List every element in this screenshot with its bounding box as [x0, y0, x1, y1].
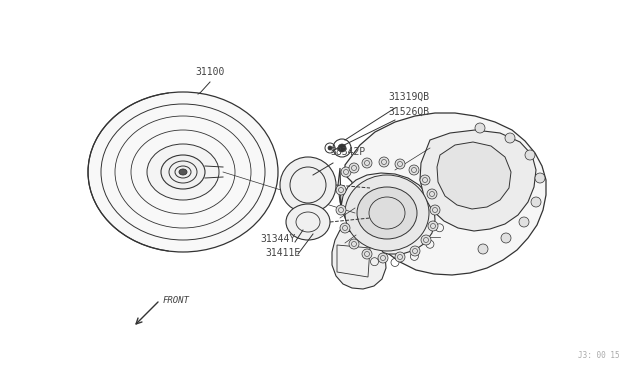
Text: J3: 00 15: J3: 00 15	[579, 351, 620, 360]
Text: 31319QB: 31319QB	[388, 92, 429, 102]
Ellipse shape	[525, 150, 535, 160]
Polygon shape	[437, 142, 511, 209]
Ellipse shape	[88, 92, 278, 252]
Ellipse shape	[362, 158, 372, 168]
Ellipse shape	[340, 223, 350, 233]
Ellipse shape	[349, 163, 359, 173]
Ellipse shape	[501, 233, 511, 243]
Ellipse shape	[338, 144, 346, 152]
Ellipse shape	[421, 235, 431, 245]
Polygon shape	[345, 113, 546, 275]
Ellipse shape	[531, 197, 541, 207]
Ellipse shape	[505, 133, 515, 143]
Polygon shape	[332, 230, 386, 289]
Ellipse shape	[336, 205, 346, 215]
Ellipse shape	[395, 252, 405, 262]
Ellipse shape	[345, 175, 429, 251]
Ellipse shape	[161, 155, 205, 189]
Text: FRONT: FRONT	[163, 296, 190, 305]
Ellipse shape	[179, 169, 187, 175]
Ellipse shape	[427, 189, 437, 199]
Ellipse shape	[410, 246, 420, 256]
Ellipse shape	[409, 165, 419, 175]
Ellipse shape	[147, 144, 219, 200]
Ellipse shape	[286, 204, 330, 240]
Text: 31100: 31100	[195, 67, 225, 77]
Ellipse shape	[336, 185, 346, 195]
Text: 31526QB: 31526QB	[388, 107, 429, 117]
Ellipse shape	[430, 205, 440, 215]
Ellipse shape	[328, 146, 332, 150]
Polygon shape	[420, 130, 536, 231]
Ellipse shape	[357, 187, 417, 239]
Text: 38342P: 38342P	[330, 147, 365, 157]
Polygon shape	[338, 168, 435, 254]
Ellipse shape	[428, 221, 438, 231]
Ellipse shape	[341, 167, 351, 177]
Ellipse shape	[519, 217, 529, 227]
Ellipse shape	[378, 253, 388, 263]
Ellipse shape	[379, 157, 389, 167]
Ellipse shape	[362, 249, 372, 259]
Ellipse shape	[535, 173, 545, 183]
Ellipse shape	[395, 159, 405, 169]
Ellipse shape	[478, 244, 488, 254]
Ellipse shape	[280, 157, 336, 213]
Text: 31411E: 31411E	[265, 248, 300, 258]
Ellipse shape	[349, 239, 359, 249]
Text: 31344Y: 31344Y	[260, 234, 295, 244]
Ellipse shape	[475, 123, 485, 133]
Ellipse shape	[420, 175, 430, 185]
